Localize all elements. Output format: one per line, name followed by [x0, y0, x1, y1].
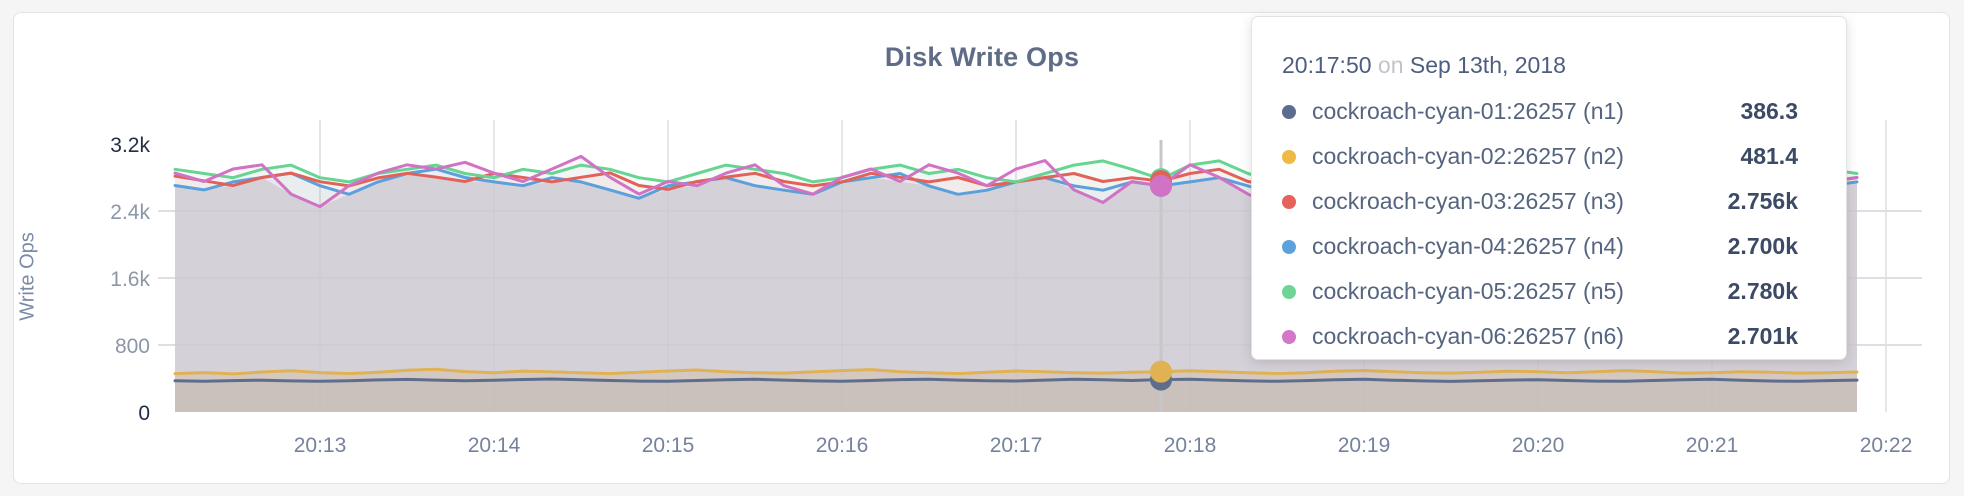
hover-tooltip: 20:17:50 on Sep 13th, 2018 cockroach-cya…: [1251, 16, 1847, 360]
series-color-dot-icon: [1282, 329, 1296, 344]
tooltip-series-value: 2.780k: [1727, 278, 1798, 304]
series-color-dot-icon: [1282, 284, 1296, 299]
x-tick-label: 20:21: [1686, 434, 1739, 457]
tooltip-series-label: cockroach-cyan-01:26257 (n1): [1312, 98, 1624, 124]
series-line-1: [173, 377, 1859, 383]
tooltip-series-value: 2.700k: [1727, 233, 1798, 259]
tooltip-series-row: cockroach-cyan-02:26257 (n2) 481.4: [1282, 134, 1798, 179]
tooltip-series-row: cockroach-cyan-05:26257 (n5) 2.780k: [1282, 269, 1798, 314]
y-tick-label: 0: [138, 402, 150, 425]
x-tick-label: 20:13: [294, 434, 347, 457]
tooltip-series-row: cockroach-cyan-01:26257 (n1) 386.3: [1282, 89, 1798, 134]
x-tick-label: 20:22: [1860, 434, 1913, 457]
tooltip-conjunction: on: [1377, 52, 1404, 78]
x-tick-label: 20:20: [1512, 434, 1565, 457]
x-tick-label: 20:18: [1164, 434, 1217, 457]
tooltip-series-label: cockroach-cyan-03:26257 (n3): [1312, 188, 1624, 214]
tooltip-series-value: 481.4: [1740, 143, 1798, 169]
tooltip-header: 20:17:50 on Sep 13th, 2018: [1282, 49, 1798, 81]
tooltip-series-value: 2.701k: [1727, 323, 1798, 349]
series-color-dot-icon: [1282, 104, 1296, 119]
x-tick-label: 20:16: [816, 434, 869, 457]
tooltip-series-value: 2.756k: [1727, 188, 1798, 214]
series-color-dot-icon: [1282, 194, 1296, 209]
hover-point-dot-6[interactable]: [1150, 174, 1172, 197]
x-tick-label: 20:17: [990, 434, 1043, 457]
y-tick-label: 3.2k: [110, 134, 150, 157]
series-color-dot-icon: [1282, 239, 1296, 254]
series-area-1: [175, 379, 1857, 412]
tooltip-series-row: cockroach-cyan-06:26257 (n6) 2.701k: [1282, 314, 1798, 359]
tooltip-series-row: cockroach-cyan-03:26257 (n3) 2.756k: [1282, 179, 1798, 224]
y-tick-label: 1.6k: [110, 268, 150, 291]
tooltip-rows: cockroach-cyan-01:26257 (n1) 386.3 cockroa…: [1282, 89, 1798, 359]
tooltip-date: Sep 13th, 2018: [1409, 52, 1566, 78]
series-color-dot-icon: [1282, 149, 1296, 164]
tooltip-series-value: 386.3: [1740, 98, 1798, 124]
tooltip-series-label: cockroach-cyan-06:26257 (n6): [1312, 323, 1624, 349]
x-tick-label: 20:15: [642, 434, 695, 457]
x-tick-label: 20:19: [1338, 434, 1391, 457]
y-tick-label: 800: [115, 335, 150, 358]
hover-point-dot-2[interactable]: [1150, 360, 1172, 383]
series-line-2: [173, 367, 1859, 376]
tooltip-series-label: cockroach-cyan-02:26257 (n2): [1312, 143, 1624, 169]
tooltip-time: 20:17:50: [1282, 52, 1372, 78]
x-tick-label: 20:14: [468, 434, 521, 457]
chart-title: Disk Write Ops: [884, 42, 1080, 72]
tooltip-series-row: cockroach-cyan-04:26257 (n4) 2.700k: [1282, 224, 1798, 269]
y-tick-label: 2.4k: [110, 201, 150, 224]
tooltip-series-label: cockroach-cyan-04:26257 (n4): [1312, 233, 1624, 259]
tooltip-series-label: cockroach-cyan-05:26257 (n5): [1312, 278, 1624, 304]
